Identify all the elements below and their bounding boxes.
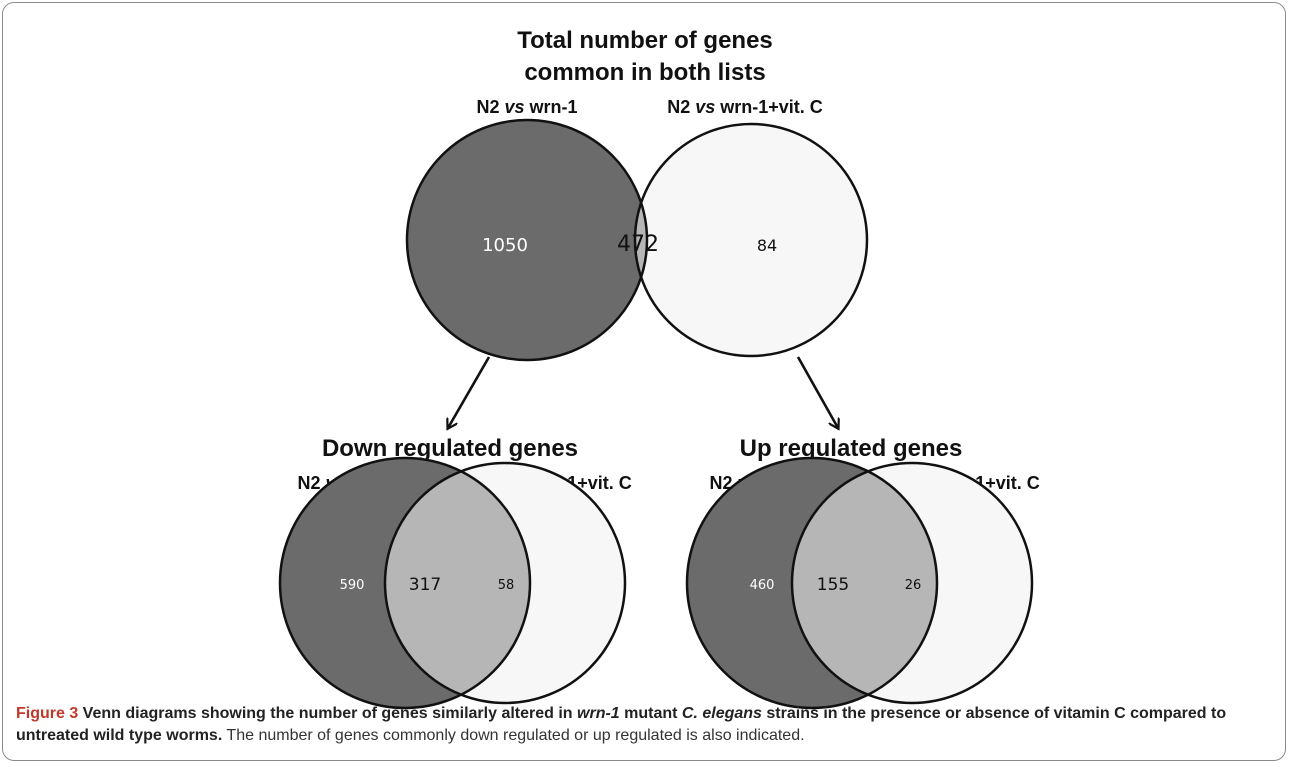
arrow-to-down-regulated [448,356,491,428]
venn-down: Down regulated genes N2 vs wrn-1 N2 vs w… [278,435,632,710]
down-right-only-count: 58 [498,578,515,593]
down-right-outline [383,461,627,705]
down-left-only-count: 590 [340,578,365,593]
up-overlap-region [792,463,937,703]
total-right-set-label: N2 vs wrn-1+vit. C [667,97,823,117]
up-left-only-count: 460 [750,578,775,593]
total-left-outline [405,118,649,362]
venn-total: Total number of genes common in both lis… [405,27,869,362]
caption-bold-part-1: Venn diagrams showing the number of gene… [78,705,578,722]
total-title-line1: Total number of genes [517,27,773,54]
venn-up: Up regulated genes N2 vs wrn-1 N2 vs wrn… [685,435,1040,710]
down-left-outline [278,456,532,710]
total-left-set-label: N2 vs wrn-1 [476,97,577,117]
figure-caption: Figure 3 Venn diagrams showing the numbe… [16,703,1278,747]
total-left-only-count: 1050 [482,235,528,256]
total-right-outline [633,122,869,358]
total-right-circle [635,124,867,356]
down-overlap-region [385,463,530,703]
up-right-only-count: 26 [905,578,922,593]
down-overlap-count: 317 [409,575,441,595]
caption-bold-part-3: strains in the presence or absence of vi… [16,705,1227,744]
total-title-line2: common in both lists [524,59,765,86]
up-overlap-count: 155 [817,575,849,595]
total-right-only-count: 84 [757,236,777,255]
up-left-outline [685,456,939,710]
total-overlap-count: 472 [617,232,659,257]
down-title: Down regulated genes [322,435,578,462]
up-title: Up regulated genes [740,435,963,462]
arrow-to-up-regulated [796,356,838,428]
caption-bold-italic-1: wrn-1 [577,705,620,722]
caption-bold-italic-2: C. elegans [681,705,762,722]
figure-label: Figure 3 [16,705,79,722]
caption-rest: The number of genes commonly down regula… [222,727,805,744]
caption-bold-part-2: mutant [619,705,682,722]
up-right-outline [790,461,1034,705]
total-left-circle [407,120,647,360]
